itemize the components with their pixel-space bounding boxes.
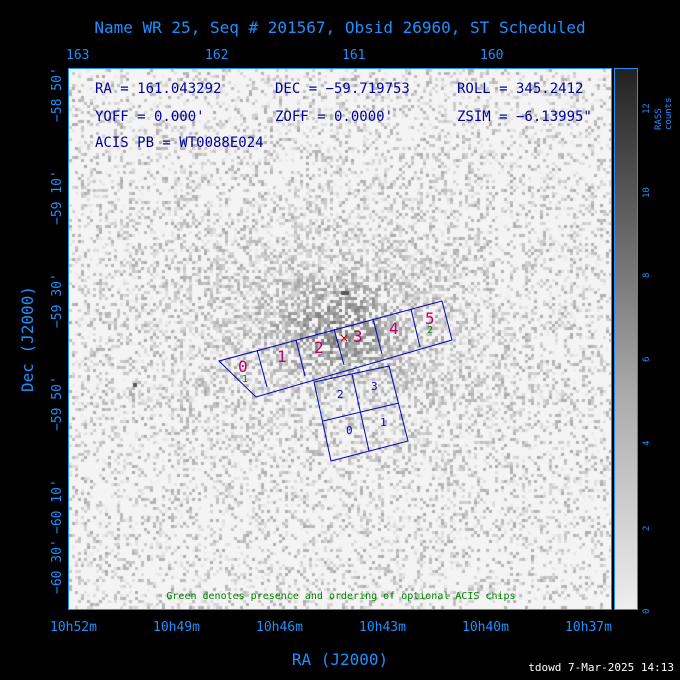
top-tick-162: 162 [205, 48, 229, 63]
acis-i-array [313, 365, 409, 462]
top-tick-163: 163 [66, 48, 90, 63]
acis-s-array [218, 300, 453, 398]
left-tick-4: −60 10' [50, 479, 65, 534]
chip-i2-label: 2 [337, 388, 344, 401]
page-title: Name WR 25, Seq # 201567, Obsid 26960, S… [94, 18, 586, 37]
cbar-tick-4: 4 [642, 440, 652, 446]
cbar-tick-0: 0 [642, 608, 652, 614]
bottom-tick-0: 10h52m [50, 620, 97, 635]
rass-image [69, 69, 611, 609]
footer-stamp: tdowd 7-Mar-2025 14:13 [528, 661, 674, 674]
cbar-tick-2: 2 [642, 525, 652, 531]
colorbar [614, 68, 638, 610]
x-axis-label: RA (J2000) [291, 650, 389, 669]
bottom-tick-5: 10h37m [565, 620, 612, 635]
cbar-tick-8: 8 [642, 272, 652, 278]
optional-chip-1-label: 1 [242, 374, 249, 385]
ra-value: RA = 161.043292 [95, 81, 222, 97]
zsim-value: ZSIM = −6.13995" [457, 109, 592, 125]
left-tick-3: −59 50' [50, 376, 65, 431]
y-axis-label: Dec (J2000) [18, 286, 37, 392]
top-tick-160: 160 [480, 48, 504, 63]
yoff-value: YOFF = 0.000' [95, 109, 205, 125]
bottom-tick-1: 10h49m [153, 620, 200, 635]
chip-s5-label: 5 [425, 309, 435, 328]
optional-chip-2-label: 2 [427, 325, 434, 336]
zoff-value: ZOFF = 0.0000' [275, 109, 394, 125]
top-tick-161: 161 [342, 48, 366, 63]
bottom-tick-3: 10h43m [359, 620, 406, 635]
acis-chip-overlay: × [218, 300, 453, 462]
chip-i3-label: 3 [371, 380, 378, 393]
left-tick-0: −58 50' [50, 67, 65, 122]
chip-i1-label: 1 [380, 416, 387, 429]
target-marker: × [339, 331, 349, 345]
chip-s3-label: 3 [353, 327, 363, 346]
left-tick-2: −59 30' [50, 273, 65, 328]
cbar-tick-6: 6 [642, 356, 652, 362]
chip-i0-label: 0 [346, 424, 353, 437]
bottom-tick-4: 10h40m [462, 620, 509, 635]
chip-s4-label: 4 [389, 319, 399, 338]
chip-s2-label: 2 [314, 338, 324, 357]
acis-pb-value: ACIS PB = WT0088E024 [95, 135, 264, 151]
chip-s1-label: 1 [277, 347, 287, 366]
cbar-tick-10: 10 [642, 187, 652, 198]
left-tick-5: −60 30' [50, 539, 65, 594]
optional-chips-note: Green denotes presence and ordering of o… [166, 591, 516, 602]
dec-value: DEC = −59.719753 [275, 81, 410, 97]
left-tick-1: −59 10' [50, 170, 65, 225]
bottom-tick-2: 10h46m [256, 620, 303, 635]
colorbar-label: RASS counts [654, 97, 674, 130]
chip-s0-label: 0 [238, 357, 248, 376]
cbar-tick-12: 12 [642, 103, 652, 114]
sky-image-panel: × RA = 161.043292 DEC = −59.719753 ROLL … [68, 68, 612, 610]
roll-value: ROLL = 345.2412 [457, 81, 584, 97]
